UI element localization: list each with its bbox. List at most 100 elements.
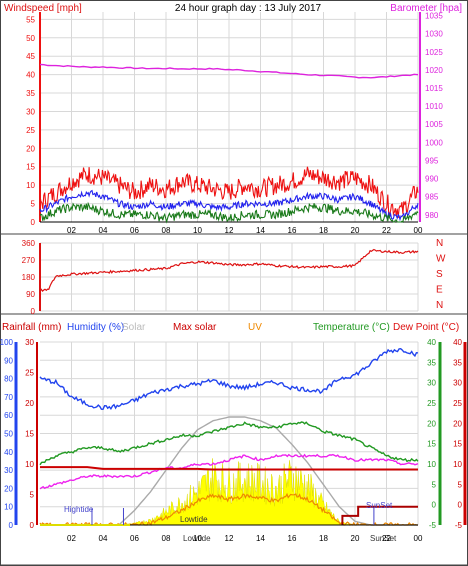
compass-label: N (436, 300, 443, 311)
dew-point-label: Dew Point (°C) (393, 322, 459, 333)
x-tick-label: 00 (414, 226, 423, 235)
dew-point-tick-label: 35 (453, 358, 462, 367)
chart-title: 24 hour graph day : 13 July 2017 (175, 3, 322, 14)
compass-label: E (436, 285, 443, 296)
x-tick-label: 08 (162, 226, 171, 235)
humidity-tick-label: 90 (4, 356, 13, 365)
dew-point-tick-label: 5 (458, 480, 463, 489)
rainfall-line (40, 466, 418, 471)
rain-tick-label: 5 (30, 491, 35, 500)
temperature-tick-label: 30 (427, 379, 436, 388)
x-tick-label: 12 (225, 534, 234, 543)
windspeed-tick-label: 30 (26, 107, 35, 116)
windspeed-tick-label: 25 (26, 126, 35, 135)
x-tick-label: 20 (351, 226, 360, 235)
barometer-tick-label: 1005 (425, 120, 443, 129)
humidity-tick-label: 10 (4, 503, 13, 512)
rainfall-label: Rainfall (mm) (2, 322, 61, 333)
rain-tick-label: 30 (25, 338, 34, 347)
barometer-tick-label: 1015 (425, 84, 443, 93)
sunset-bottom-label: SunSet (370, 534, 397, 543)
x-tick-label: 02 (67, 534, 76, 543)
x-tick-label: 18 (319, 534, 328, 543)
dew-point-line (39, 453, 419, 490)
wind-line (39, 201, 419, 224)
temperature-line (39, 421, 419, 466)
compass-label: W (436, 254, 446, 265)
x-tick-label: 22 (382, 226, 391, 235)
direction-tick-label: 360 (22, 239, 36, 248)
x-tick-label: 08 (162, 534, 171, 543)
x-tick-label: 12 (225, 226, 234, 235)
windspeed-tick-label: 55 (26, 15, 35, 24)
humidity-tick-label: 80 (4, 375, 13, 384)
compass-label: N (436, 238, 443, 249)
temperature-tick-label: -5 (429, 521, 437, 530)
rain-tick-label: 25 (25, 369, 34, 378)
x-tick-label: 14 (256, 226, 265, 235)
humidity-tick-label: 40 (4, 448, 13, 457)
humidity-line (39, 347, 419, 411)
barometer-tick-label: 1020 (425, 66, 443, 75)
x-tick-label: 16 (288, 226, 297, 235)
x-tick-label: 16 (288, 534, 297, 543)
windspeed-axis-title: Windspeed [mph] (4, 3, 82, 14)
x-tick-label: 02 (67, 226, 76, 235)
direction-tick-label: 0 (31, 307, 36, 316)
humidity-tick-label: 70 (4, 393, 13, 402)
dew-point-tick-label: 25 (453, 399, 462, 408)
x-tick-label: 00 (414, 534, 423, 543)
windspeed-tick-label: 10 (26, 181, 35, 190)
dew-point-tick-label: -5 (455, 521, 463, 530)
max-solar-label: Max solar (173, 322, 217, 333)
temperature-tick-label: 25 (427, 399, 436, 408)
wind-avg-line (39, 189, 419, 222)
x-tick-label: 04 (99, 226, 108, 235)
dew-point-tick-label: 0 (458, 501, 463, 510)
barometer-tick-label: 1030 (425, 30, 443, 39)
windspeed-tick-label: 15 (26, 163, 35, 172)
temperature-tick-label: 5 (432, 480, 437, 489)
uv-label: UV (248, 322, 262, 333)
barometer-tick-label: 1025 (425, 48, 443, 57)
x-tick-label: 06 (130, 226, 139, 235)
x-tick-label: 10 (193, 226, 202, 235)
rain-tick-label: 20 (25, 399, 34, 408)
dew-point-tick-label: 40 (453, 338, 462, 347)
x-tick-label: 14 (256, 534, 265, 543)
x-tick-label: 10 (193, 534, 202, 543)
barometer-tick-label: 980 (425, 211, 439, 220)
temperature-tick-label: 20 (427, 419, 436, 428)
rain-rate-line (341, 505, 418, 525)
barometer-tick-label: 1010 (425, 102, 443, 111)
compass-label: S (436, 269, 443, 280)
temperature-tick-label: 40 (427, 338, 436, 347)
direction-tick-label: 180 (22, 273, 36, 282)
windspeed-tick-label: 35 (26, 89, 35, 98)
lowtide-bottom-label: Lowtide (183, 534, 211, 543)
barometer-tick-label: 1000 (425, 138, 443, 147)
humidity-tick-label: 0 (9, 521, 14, 530)
barometer-tick-label: 990 (425, 175, 439, 184)
windspeed-tick-label: 20 (26, 144, 35, 153)
dew-point-tick-label: 15 (453, 440, 462, 449)
x-tick-label: 20 (351, 534, 360, 543)
solar-label: Solar (122, 322, 146, 333)
rain-tick-label: 10 (25, 460, 34, 469)
x-tick-label: 22 (382, 534, 391, 543)
x-tick-label: 18 (319, 226, 328, 235)
dew-point-tick-label: 30 (453, 379, 462, 388)
rain-tick-label: 0 (30, 521, 35, 530)
temperature-tick-label: 35 (427, 358, 436, 367)
temperature-tick-label: 15 (427, 440, 436, 449)
barometer-line (39, 63, 419, 79)
barometer-axis-title: Barometer [hpa] (390, 3, 462, 14)
x-tick-label: 04 (99, 534, 108, 543)
windspeed-tick-label: 0 (31, 218, 36, 227)
temperature-tick-label: 10 (427, 460, 436, 469)
wind-direction-line (39, 248, 419, 292)
temperature-tick-label: 0 (432, 501, 437, 510)
humidity-tick-label: 50 (4, 430, 13, 439)
humidity-tick-label: 30 (4, 466, 13, 475)
